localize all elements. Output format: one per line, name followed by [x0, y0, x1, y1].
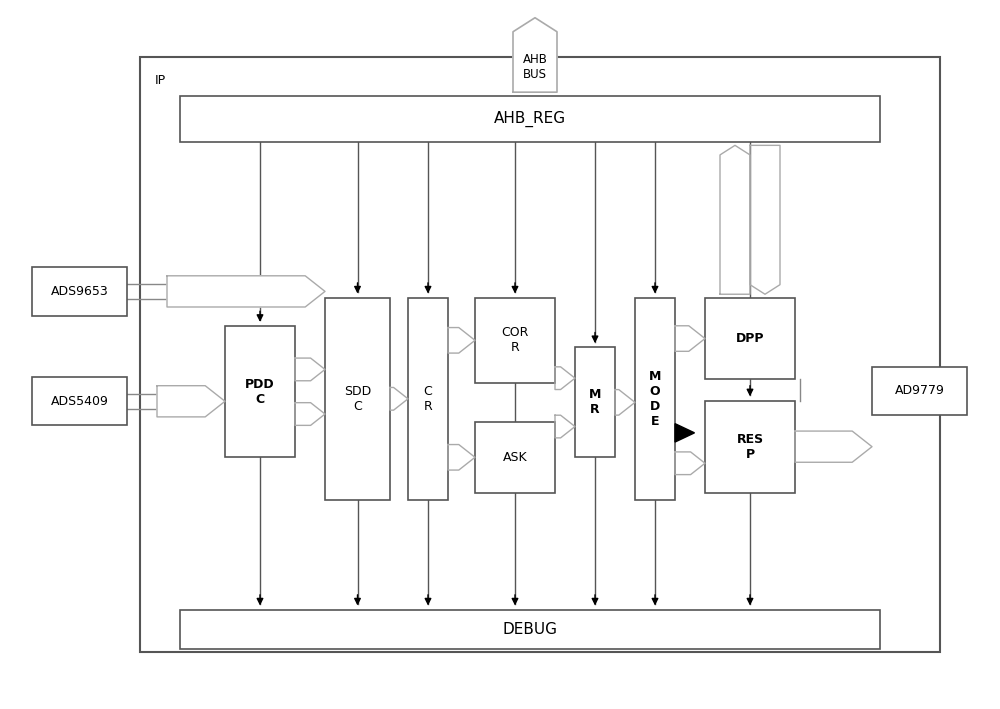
Bar — [575, 347, 615, 457]
Bar — [408, 298, 448, 500]
Polygon shape — [675, 424, 694, 442]
Polygon shape — [295, 358, 325, 381]
Bar — [180, 610, 880, 649]
Polygon shape — [513, 18, 557, 92]
Bar — [635, 298, 675, 500]
Bar — [325, 298, 390, 500]
Polygon shape — [750, 145, 780, 294]
Polygon shape — [448, 328, 475, 353]
Polygon shape — [157, 386, 225, 417]
Bar — [32, 267, 127, 316]
Bar — [872, 367, 967, 415]
Text: IP: IP — [155, 74, 166, 87]
Text: M
R: M R — [589, 389, 601, 416]
Text: ADS5409: ADS5409 — [51, 395, 108, 408]
Polygon shape — [720, 145, 750, 294]
Text: DPP: DPP — [736, 332, 764, 345]
Text: COR
R: COR R — [501, 326, 529, 354]
Polygon shape — [675, 452, 705, 474]
Polygon shape — [615, 390, 635, 415]
Polygon shape — [555, 367, 575, 389]
Text: DEBUG: DEBUG — [503, 622, 558, 637]
Text: ASK: ASK — [503, 451, 527, 464]
Text: C
R: C R — [424, 385, 432, 413]
Text: AHB
BUS: AHB BUS — [523, 53, 547, 82]
Bar — [475, 298, 555, 383]
Bar — [225, 326, 295, 457]
Bar — [32, 377, 127, 425]
Polygon shape — [555, 415, 575, 438]
Polygon shape — [167, 276, 325, 307]
Bar — [180, 96, 880, 142]
Text: M
O
D
E: M O D E — [649, 370, 661, 428]
Bar — [705, 298, 795, 379]
Text: ADS9653: ADS9653 — [51, 285, 108, 298]
Polygon shape — [295, 403, 325, 425]
Bar — [705, 401, 795, 493]
Text: SDD
C: SDD C — [344, 385, 371, 413]
Polygon shape — [795, 431, 872, 462]
Text: AHB_REG: AHB_REG — [494, 111, 566, 127]
Bar — [475, 422, 555, 493]
Text: RES
P: RES P — [736, 432, 764, 461]
Polygon shape — [390, 387, 408, 410]
Text: PDD
C: PDD C — [245, 378, 275, 406]
Polygon shape — [448, 445, 475, 470]
Text: AD9779: AD9779 — [895, 384, 944, 397]
Bar — [140, 57, 940, 652]
Polygon shape — [675, 325, 705, 351]
